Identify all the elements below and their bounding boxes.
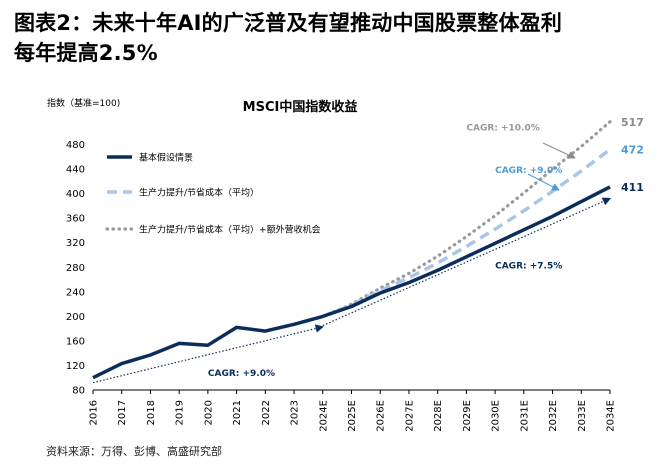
annotations: CAGR: +9.0% CAGR: +7.5% CAGR: +9.0% CAGR: +… [208,123,576,379]
series-line-dashed [322,148,612,319]
x-tick-label: 2026E [376,400,387,432]
y-tick-label: 440 [66,165,85,176]
x-tick-label: 2033E [577,400,588,432]
cagr-label: CAGR: +9.0% [208,369,275,379]
y-tick-label: 360 [66,214,85,225]
axes: 80 120 160 200 240 280 320 360 400 440 480 2016 2017… [66,140,617,432]
y-tick-label: 280 [66,263,85,274]
x-tick-label: 2027E [404,400,415,432]
figure-title: 图表2：未来十年AI的广泛普及有望推动中国股票整体盈利 每年提高2.5% [14,8,664,68]
legend-label: 生产力提升/节省成本（平均） [139,187,259,199]
series-lines: 411 472 517 [92,116,644,380]
legend-label: 生产力提升/节省成本（平均）+额外营收机会 [139,224,321,236]
series-line-solid [92,185,611,380]
series-end-label: 472 [621,143,644,156]
x-tick-label: 2020 [203,400,214,425]
y-tick-label: 400 [66,189,85,200]
series-end-label: 411 [621,181,644,194]
y-tick-label: 320 [66,238,85,249]
x-tick-label: 2017 [117,400,128,425]
cagr-callout-arrow [527,173,560,191]
x-tick-label: 2024E [318,400,329,432]
trend-lines [92,197,612,384]
y-tick-label: 160 [66,336,85,347]
y-tick-label: 200 [66,312,85,323]
cagr-label: CAGR: +7.5% [495,262,562,272]
chart-title: MSCI中国指数收益 [243,99,358,115]
x-tick-label: 2025E [347,400,358,432]
y-tick-label: 240 [66,287,85,298]
cagr-callout-arrow [542,142,576,159]
cagr-trend-line [322,197,612,327]
figure-title-line1: 图表2：未来十年AI的广泛普及有望推动中国股票整体盈利 [14,11,563,35]
cagr-trend-line [92,324,324,384]
y-axis-title: 指数（基准=100) [47,97,120,109]
legend-label: 基本假设情景 [139,152,193,164]
cagr-label: CAGR: +9.0% [495,166,562,176]
x-tick-label: 2019 [175,400,186,425]
y-tick-label: 80 [72,386,85,397]
x-tick-label: 2031E [519,400,530,432]
source-note: 资料来源：万得、彭博、高盛研究部 [46,445,222,458]
x-tick-label: 2034E [606,400,617,432]
x-tick-label: 2029E [462,400,473,432]
series-line-dotted [321,120,612,318]
x-tick-label: 2021 [232,400,243,425]
x-tick-label: 2016 [89,400,100,425]
x-tick-label: 2028E [433,400,444,432]
x-tick-label: 2022 [261,400,272,425]
x-tick-label: 2018 [146,400,157,425]
figure-title-line2: 每年提高2.5% [14,41,158,65]
series-end-label: 517 [621,116,644,129]
y-tick-label: 120 [66,361,85,372]
x-tick-label: 2023 [290,400,301,425]
y-tick-label: 480 [66,140,85,151]
x-tick-label: 2032E [548,400,559,432]
x-tick-label: 2030E [491,400,502,432]
cagr-label: CAGR: +10.0% [466,123,539,133]
